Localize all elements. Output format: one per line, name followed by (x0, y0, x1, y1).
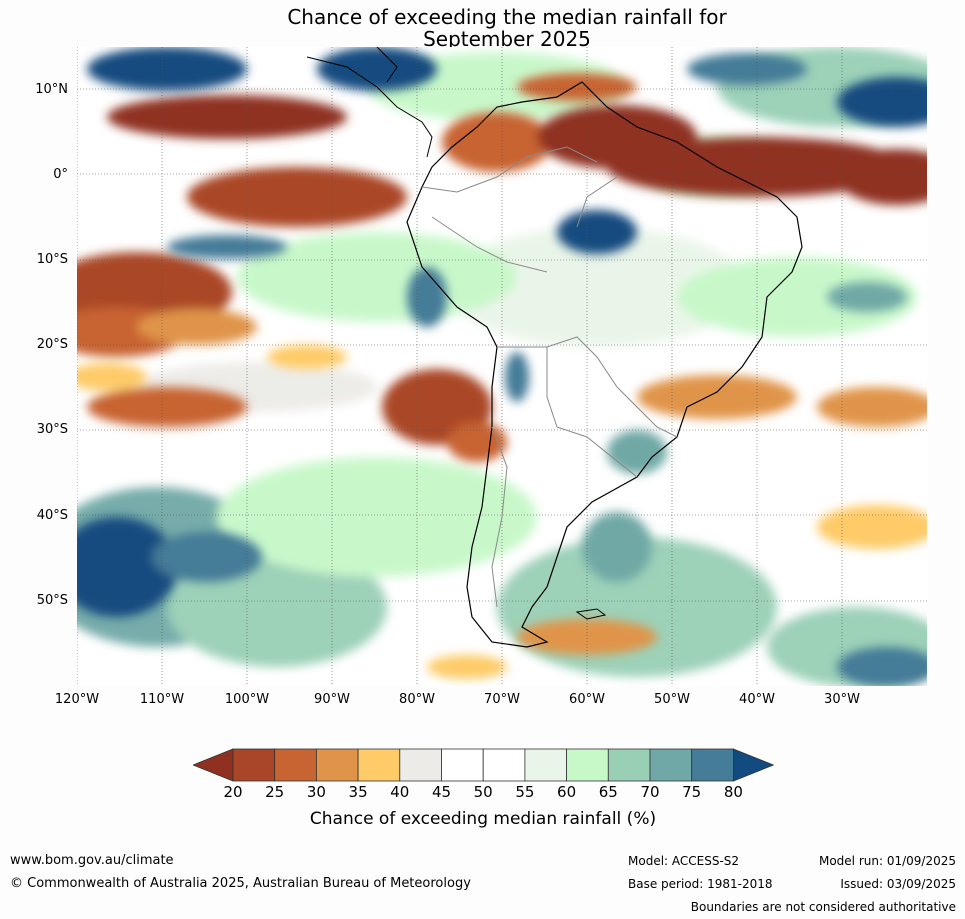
colorbar-tick-label: 70 (640, 783, 660, 801)
lon-label-110w: 110°W (139, 692, 185, 707)
central-america-coastline (306, 47, 433, 158)
base-period-text: Base period: 1981-2018 (628, 877, 773, 891)
lat-label-10s: 10°S (36, 252, 68, 267)
colorbar-tick-label: 60 (557, 783, 577, 801)
colorbar-cell (566, 748, 609, 782)
colorbar-tick-label: 55 (515, 783, 535, 801)
wet-regions (77, 47, 927, 686)
graticule (77, 47, 927, 686)
lon-label-40w: 40°W (739, 692, 775, 707)
lon-label-30w: 30°W (824, 692, 860, 707)
colorbar-tick-label: 40 (390, 783, 410, 801)
colorbar-cell (357, 748, 401, 782)
colorbar-tick-label: 35 (348, 783, 368, 801)
dry-regions (77, 73, 927, 679)
lon-label-120w: 120°W (54, 692, 100, 707)
colorbar-tick-label: 50 (473, 783, 493, 801)
colorbar-tick-label: 25 (265, 783, 285, 801)
title-line-2: September 2025 (423, 27, 591, 51)
lat-label-40s: 40°S (36, 508, 68, 523)
colorbar-cell (399, 748, 442, 782)
colorbar-tick-label: 30 (306, 783, 326, 801)
colorbar-tick-label: 45 (431, 783, 452, 801)
colorbar-cell (691, 748, 734, 782)
map-title: Chance of exceeding the median rainfall … (0, 6, 965, 50)
colorbar-tick-label: 75 (682, 783, 702, 801)
colorbar-cell (232, 748, 276, 782)
country-borders (421, 146, 678, 608)
colorbar-label: Chance of exceeding median rainfall (%) (309, 809, 657, 829)
colorbar-cell (274, 748, 317, 782)
colorbar-tick-label: 65 (598, 783, 618, 801)
colorbar-cell (524, 748, 567, 782)
website-link[interactable]: www.bom.gov.au/climate (10, 853, 174, 868)
colorbar-cell (482, 748, 526, 782)
lat-label-0: 0° (53, 167, 68, 182)
lat-label-10n: 10°N (35, 82, 68, 97)
lon-label-70w: 70°W (484, 692, 520, 707)
model-run-text: Model run: 01/09/2025 (818, 854, 956, 868)
lon-label-100w: 100°W (224, 692, 270, 707)
colorbar-cell (441, 748, 484, 782)
title-line-1: Chance of exceeding the median rainfall … (287, 5, 727, 29)
copyright-text: © Commonwealth of Australia 2025, Austra… (10, 876, 471, 891)
lon-label-60w: 60°W (569, 692, 605, 707)
colorbar-arrow-low (193, 748, 234, 782)
rainfall-outlook-map (77, 47, 927, 686)
colorbar-arrow-high (733, 748, 775, 782)
colorbar-cell (607, 748, 651, 782)
colorbar-cell (316, 748, 359, 782)
colorbar (193, 748, 775, 782)
lat-label-20s: 20°S (36, 337, 68, 352)
issued-text: Issued: 03/09/2025 (840, 877, 956, 891)
lon-label-50w: 50°W (654, 692, 690, 707)
colorbar-cell (649, 748, 693, 782)
lat-label-50s: 50°S (36, 593, 68, 608)
colorbar-tick-label: 80 (723, 783, 743, 801)
colorbar-tick-label: 20 (223, 783, 243, 801)
lat-label-30s: 30°S (36, 422, 68, 437)
lon-label-90w: 90°W (314, 692, 350, 707)
model-text: Model: ACCESS-S2 (628, 854, 740, 868)
lon-label-80w: 80°W (399, 692, 435, 707)
disclaimer-text: Boundaries are not considered authoritat… (690, 900, 956, 914)
falkland-islands (575, 608, 607, 620)
